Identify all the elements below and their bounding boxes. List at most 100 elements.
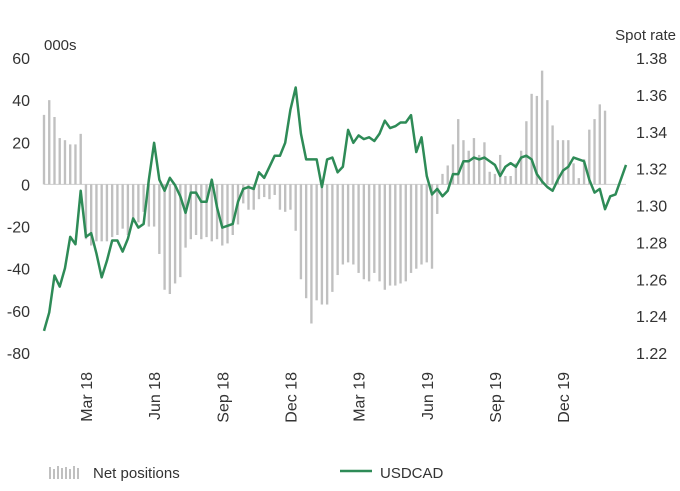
net-position-bar xyxy=(498,154,502,185)
net-position-bar xyxy=(320,184,324,305)
net-position-bar xyxy=(194,184,198,235)
left-axis-unit: 000s xyxy=(44,37,77,54)
net-position-bar xyxy=(294,184,297,231)
net-position-bar xyxy=(158,184,161,254)
net-position-bar xyxy=(577,178,580,185)
net-position-bar xyxy=(404,184,407,282)
net-position-bar xyxy=(409,184,413,273)
net-position-bar xyxy=(147,184,151,227)
net-position-bar xyxy=(48,100,51,185)
net-position-bar xyxy=(142,184,145,212)
net-position-bar xyxy=(441,173,444,185)
net-position-bar xyxy=(530,93,533,185)
net-position-bar xyxy=(467,150,470,185)
net-position-bar xyxy=(179,184,182,278)
x-tick-label: Jun 19 xyxy=(420,372,437,420)
net-position-bar xyxy=(341,184,345,265)
net-position-bar xyxy=(173,184,177,284)
net-position-bar xyxy=(399,184,402,284)
net-position-bar xyxy=(572,163,575,185)
x-axis: Mar 18 Jun 18 Sep 18 Dec 18 Mar 19 Jun 19 Sep … xyxy=(79,372,573,423)
legend-bar-swatch-mark xyxy=(65,467,67,479)
net-position-bar xyxy=(346,184,350,263)
net-position-bar xyxy=(483,142,486,185)
legend-bar-swatch-mark xyxy=(57,466,59,479)
right-tick-label: 1.34 xyxy=(636,125,667,142)
net-position-bar xyxy=(509,176,512,185)
net-position-bar xyxy=(304,184,308,299)
x-tick-label: Dec 19 xyxy=(556,372,573,423)
net-position-bar xyxy=(231,184,234,235)
right-tick-label: 1.22 xyxy=(636,346,667,363)
legend-bar-swatch-mark xyxy=(53,469,55,479)
net-position-bar xyxy=(189,184,192,240)
net-position-bar xyxy=(121,184,124,229)
net-position-bar xyxy=(126,184,130,235)
net-position-bar xyxy=(289,184,292,210)
net-position-bar xyxy=(252,184,255,210)
net-position-bar xyxy=(163,184,166,290)
net-position-bar xyxy=(63,140,67,185)
legend: Net positions USDCAD xyxy=(49,465,444,482)
net-position-bar xyxy=(200,184,203,240)
net-position-bar xyxy=(242,184,245,204)
left-tick-label: 0 xyxy=(21,177,30,194)
net-position-bar xyxy=(551,125,554,185)
net-position-bar xyxy=(100,184,103,242)
right-tick-label: 1.36 xyxy=(636,88,667,105)
right-axis-unit: Spot rate xyxy=(615,27,676,44)
left-tick-label: -20 xyxy=(7,220,30,237)
net-position-bar xyxy=(383,184,386,290)
left-tick-label: -40 xyxy=(7,262,30,279)
net-position-bar xyxy=(74,144,77,185)
net-position-bar xyxy=(95,184,98,242)
net-position-bar xyxy=(221,184,224,246)
net-position-bar xyxy=(210,184,213,242)
net-position-bar xyxy=(263,184,266,198)
left-tick-label: -80 xyxy=(7,346,30,363)
net-position-bar xyxy=(310,184,313,324)
net-position-bar xyxy=(561,140,565,185)
net-position-bar xyxy=(131,184,135,223)
legend-bar-swatch-mark xyxy=(69,469,71,479)
net-position-bar xyxy=(567,140,570,185)
net-position-bar xyxy=(79,133,82,185)
net-position-bar xyxy=(436,184,439,214)
net-position-bar xyxy=(205,184,208,238)
right-axis: 1.38 1.36 1.34 1.32 1.30 1.28 1.26 1.24 1.22 xyxy=(636,51,667,363)
net-position-bar xyxy=(116,184,119,235)
right-tick-label: 1.38 xyxy=(636,51,667,68)
net-position-bar xyxy=(388,184,392,286)
net-position-bar xyxy=(268,184,271,200)
net-position-bar xyxy=(137,184,140,223)
legend-bars-swatch xyxy=(49,466,79,479)
net-position-bar xyxy=(504,176,507,185)
legend-label-usdcad: USDCAD xyxy=(380,465,444,482)
net-position-bar xyxy=(273,184,276,195)
net-position-bar xyxy=(472,138,476,185)
net-position-bar xyxy=(373,184,376,273)
net-position-bar xyxy=(184,184,187,248)
left-tick-label: -60 xyxy=(7,304,30,321)
net-position-bar xyxy=(598,104,601,185)
net-position-bar xyxy=(451,144,455,185)
net-position-bar xyxy=(152,184,156,227)
x-tick-label: Mar 19 xyxy=(352,372,369,422)
net-position-bar xyxy=(488,171,491,185)
left-axis: 60 40 20 0 -20 -40 -60 -80 xyxy=(7,51,30,363)
right-tick-label: 1.30 xyxy=(636,199,667,216)
net-position-bar xyxy=(478,154,481,185)
net-position-bar xyxy=(53,117,56,185)
right-tick-label: 1.24 xyxy=(636,309,667,326)
net-position-bar xyxy=(168,184,172,294)
net-position-bar xyxy=(493,173,497,185)
net-position-bar xyxy=(593,119,596,185)
net-position-bar xyxy=(362,184,366,280)
net-position-bar xyxy=(425,184,428,263)
net-position-bar xyxy=(367,184,371,282)
net-position-bar xyxy=(582,159,586,185)
net-position-bar xyxy=(446,165,449,185)
net-position-bar xyxy=(69,144,72,185)
net-position-bar xyxy=(378,184,381,282)
net-position-bar xyxy=(519,150,523,185)
